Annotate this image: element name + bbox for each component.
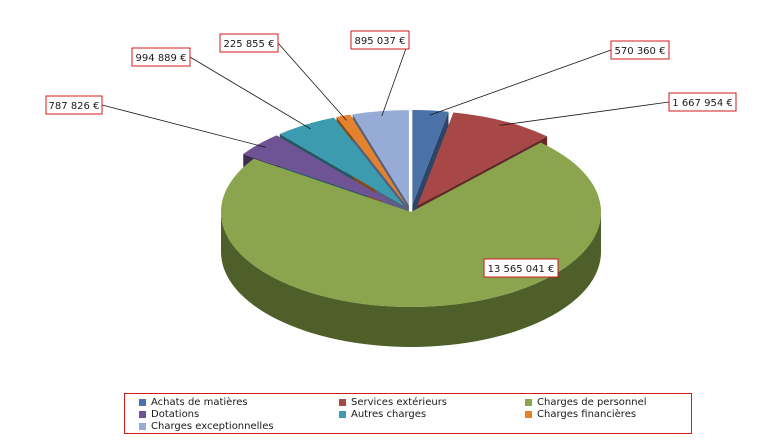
pie-slice xyxy=(279,117,404,207)
data-label: 1 667 954 € xyxy=(672,98,732,109)
legend-item: Dotations xyxy=(139,409,199,420)
data-label: 225 855 € xyxy=(224,39,275,50)
data-label-box xyxy=(219,33,279,53)
data-label-box xyxy=(483,258,559,278)
data-label: 570 360 € xyxy=(615,46,666,57)
legend-swatch xyxy=(339,399,346,406)
legend-label: Charges financières xyxy=(537,409,637,420)
pie-slices xyxy=(221,110,601,347)
pie-slice xyxy=(417,112,548,206)
legend-item: Charges de personnel xyxy=(525,397,647,408)
legend-label: Charges exceptionnelles xyxy=(151,421,274,432)
data-label-box xyxy=(668,92,737,112)
legend-item: Autres charges xyxy=(339,409,426,420)
legend-label: Services extérieurs xyxy=(351,397,448,408)
legend-label: Charges de personnel xyxy=(537,397,647,408)
pie-slice xyxy=(412,110,449,206)
data-label: 994 889 € xyxy=(136,53,187,64)
legend-swatch xyxy=(525,399,532,406)
leader-line xyxy=(101,104,266,148)
data-label: 787 826 € xyxy=(49,101,100,112)
pie-slice xyxy=(243,135,401,208)
legend-label: Autres charges xyxy=(351,409,427,420)
leader-line xyxy=(429,49,612,116)
data-label-box xyxy=(610,40,670,60)
pie-slice xyxy=(336,114,407,206)
legend-item: Achats de matières xyxy=(139,397,248,408)
legend-swatch xyxy=(139,411,146,418)
leader-line xyxy=(189,56,311,130)
leader-line xyxy=(277,42,347,121)
legend-item: Charges financières xyxy=(525,409,636,420)
legend-swatch xyxy=(525,411,532,418)
data-label-box xyxy=(131,47,191,67)
pie-slice-side xyxy=(221,212,601,347)
data-label: 895 037 € xyxy=(355,36,406,47)
legend-item: Services extérieurs xyxy=(339,397,447,408)
legend-label: Achats de matières xyxy=(151,397,248,408)
legend-swatch xyxy=(139,399,146,406)
legend-swatch xyxy=(339,411,346,418)
leader-line xyxy=(499,101,670,126)
data-label-box xyxy=(45,95,103,115)
data-label: 13 565 041 € xyxy=(488,264,555,275)
legend-label: Dotations xyxy=(151,409,200,420)
pie-slice xyxy=(352,110,409,206)
leader-line xyxy=(381,39,410,116)
chart-legend: Achats de matières Services extérieurs C… xyxy=(124,393,692,434)
data-labels: 570 360 € 1 667 954 € 13 565 041 € 787 826 … xyxy=(45,30,737,278)
legend-item: Charges exceptionnelles xyxy=(139,421,274,432)
data-label-box xyxy=(350,30,410,50)
legend-swatch xyxy=(139,423,146,430)
